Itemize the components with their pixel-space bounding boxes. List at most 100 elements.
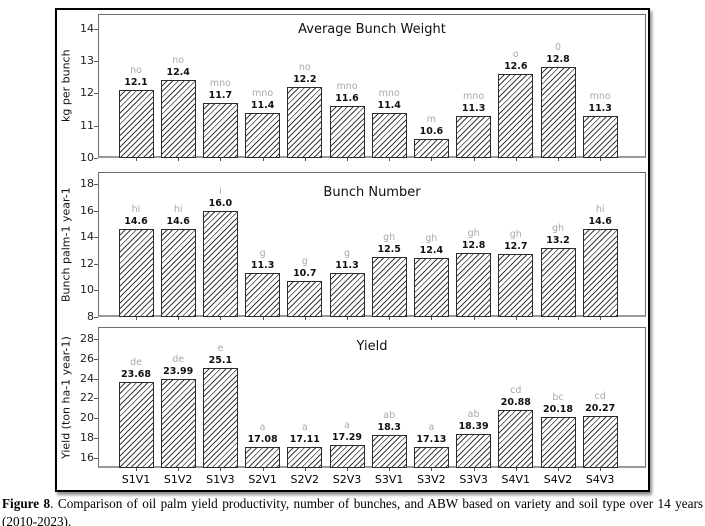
bar-value-label: 16.0 — [208, 197, 233, 209]
x-tick-mark — [136, 317, 137, 320]
y-tick-label: 18 — [80, 176, 94, 190]
bar — [287, 281, 323, 317]
y-tick-label: 12 — [80, 256, 94, 270]
bar-group-letter: mno — [378, 87, 400, 99]
bar-value-label: 11.4 — [377, 99, 401, 111]
bar-group-letter: no — [172, 55, 185, 67]
bar — [456, 253, 492, 317]
x-category-label: S2V3 — [332, 473, 362, 486]
x-category-label: S1V2 — [163, 473, 193, 486]
x-tick-mark — [515, 158, 517, 161]
x-category-label: S3V2 — [417, 473, 446, 486]
bar-value-label: 11.7 — [208, 89, 233, 101]
y-tick-label: 28 — [80, 331, 94, 345]
bar — [582, 415, 618, 468]
bar-value-label: 23.68 — [120, 368, 152, 380]
x-tick-mark — [558, 468, 559, 471]
bar-group-letter: hi — [173, 204, 183, 216]
bar-value-label: 12.5 — [377, 244, 401, 256]
figure-caption-label: Figure 8 — [2, 496, 51, 511]
x-tick-mark — [389, 158, 391, 161]
bar-value-label: 23.99 — [163, 365, 194, 377]
bar-value-label: 17.13 — [416, 433, 447, 445]
x-tick-mark — [347, 317, 348, 320]
bar — [582, 115, 618, 158]
bar — [413, 258, 449, 317]
bar-group-letter: 0 — [554, 42, 562, 54]
x-category-label: S2V2 — [290, 473, 320, 486]
y-tick-label: 10 — [80, 283, 94, 297]
bar — [118, 381, 154, 468]
x-tick-mark — [347, 158, 348, 161]
x-tick-mark — [262, 468, 264, 471]
y-tick-mark — [94, 418, 98, 420]
y-tick-label: 8 — [87, 310, 94, 323]
x-tick-mark — [473, 317, 475, 320]
bar-value-label: 14.6 — [588, 216, 612, 228]
x-tick-mark — [304, 158, 306, 161]
bar-value-label: 14.6 — [166, 216, 190, 228]
y-tick-mark — [94, 237, 98, 239]
x-tick-mark — [347, 468, 348, 471]
bar-value-label: 11.4 — [250, 99, 275, 111]
x-tick-mark — [431, 468, 433, 471]
bar-group-letter: gh — [467, 228, 480, 240]
bar-group-letter: g — [301, 256, 308, 268]
x-tick-mark — [178, 468, 180, 471]
bar-value-label: 10.6 — [419, 125, 444, 137]
x-tick-mark — [389, 317, 391, 320]
bar-value-label: 20.88 — [500, 396, 531, 408]
bar-value-label: 18.39 — [458, 421, 489, 433]
x-tick-mark — [473, 468, 475, 471]
bar — [287, 447, 323, 468]
y-tick-mark — [94, 458, 98, 460]
x-tick-mark — [262, 158, 264, 161]
bar-group-letter: cd — [510, 384, 522, 396]
x-tick-mark — [304, 468, 306, 471]
chart-title: Yield — [356, 339, 388, 354]
bar — [202, 367, 238, 468]
bar-value-label: 12.4 — [419, 245, 444, 257]
bar-value-label: 12.7 — [504, 241, 528, 253]
bar-group-letter: gh — [425, 233, 438, 245]
bar-group-letter: a — [428, 421, 435, 433]
x-category-label: S3V1 — [374, 473, 404, 486]
y-tick-label: 10 — [80, 151, 94, 164]
bar-group-letter: mno — [252, 87, 274, 99]
bar — [582, 229, 618, 317]
bar-group-letter: e — [217, 342, 224, 354]
bar — [245, 273, 281, 317]
bar — [540, 67, 576, 158]
x-category-label: S3V3 — [459, 473, 488, 486]
y-tick-label: 16 — [80, 451, 94, 465]
y-tick-label: 12 — [80, 86, 94, 100]
bar-value-label: 11.3 — [250, 260, 275, 272]
x-tick-mark — [600, 317, 602, 320]
bar — [413, 446, 449, 468]
x-category-label: S4V2 — [543, 473, 573, 486]
bar-value-label: 18.3 — [377, 422, 401, 434]
y-tick-label: 13 — [80, 53, 94, 67]
bar-group-letter: bc — [552, 391, 564, 403]
x-tick-mark — [558, 317, 559, 320]
bar-value-label: 20.18 — [542, 403, 574, 415]
bar — [202, 102, 238, 158]
bar — [329, 445, 365, 468]
y-tick-mark — [94, 158, 98, 159]
x-tick-mark — [600, 158, 602, 161]
bar — [540, 416, 576, 468]
chart-title: Bunch Number — [323, 185, 421, 200]
bar — [498, 254, 534, 317]
bar-value-label: 11.3 — [588, 102, 612, 114]
bar-group-letter: a — [344, 420, 350, 432]
y-tick-mark — [94, 28, 98, 30]
bar — [329, 106, 365, 158]
y-tick-mark — [94, 125, 98, 127]
x-tick-mark — [558, 158, 559, 161]
bar — [160, 229, 196, 317]
bar — [371, 435, 407, 468]
bar — [160, 80, 196, 158]
x-tick-mark — [220, 317, 222, 320]
bar-value-label: 12.8 — [546, 54, 570, 66]
bar-group-letter: no — [130, 65, 142, 77]
